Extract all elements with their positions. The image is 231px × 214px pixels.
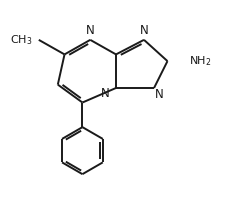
Text: CH$_3$: CH$_3$ bbox=[9, 33, 32, 47]
Text: N: N bbox=[85, 24, 94, 37]
Text: N: N bbox=[100, 87, 109, 100]
Text: NH$_2$: NH$_2$ bbox=[188, 54, 210, 68]
Text: N: N bbox=[154, 88, 163, 101]
Text: N: N bbox=[139, 24, 148, 37]
